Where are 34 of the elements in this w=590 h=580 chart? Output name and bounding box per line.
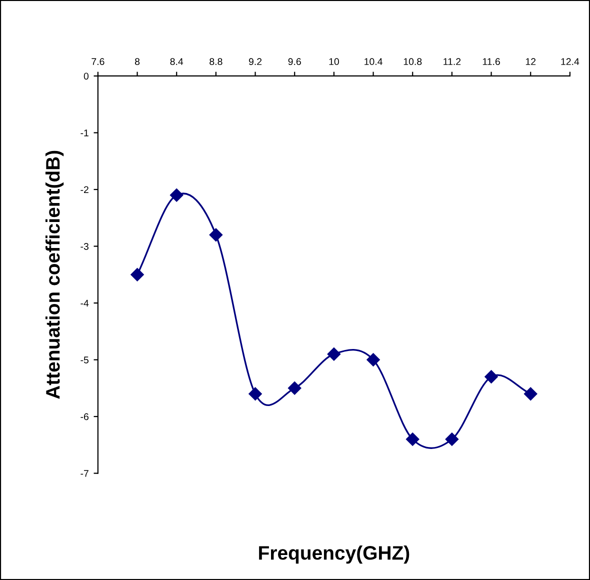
point <box>445 432 459 446</box>
x-tick-label: 10.4 <box>364 58 382 66</box>
x-tick-label: 8 <box>134 58 140 66</box>
x-tick-label: 10.8 <box>404 58 422 66</box>
x-tick-label: 10 <box>329 58 339 66</box>
y-tick-label: -6 <box>80 413 88 420</box>
point <box>209 228 223 242</box>
x-tick-label: 9.2 <box>248 58 262 66</box>
x-tick-label: 7.6 <box>92 58 104 66</box>
x-tick-label: 12.4 <box>561 58 580 65</box>
x-tick-label: 12 <box>526 58 536 65</box>
point <box>406 432 420 446</box>
y-tick-label: -5 <box>80 356 89 364</box>
y-tick-label: -1 <box>80 130 88 136</box>
x-tick-label: 9.6 <box>288 58 301 66</box>
point <box>327 348 341 361</box>
y-tick-label: -2 <box>80 186 88 194</box>
y-tick-label: -4 <box>80 300 89 307</box>
x-tick-label: 11.6 <box>482 58 500 66</box>
point <box>170 188 184 202</box>
point <box>484 370 498 384</box>
point <box>366 353 380 366</box>
x-tick-label: 8.4 <box>170 58 184 66</box>
x-tick-label: 8.8 <box>210 58 222 66</box>
x-axis-title: Frequency(GHZ) <box>259 546 410 564</box>
y-tick-label: -3 <box>80 242 88 250</box>
point <box>130 268 144 282</box>
y-tick-label: -7 <box>80 470 88 477</box>
x-tick-label: 11.2 <box>444 58 461 65</box>
y-tick-label: 0 <box>84 72 89 80</box>
point <box>288 382 302 395</box>
point <box>524 387 538 400</box>
point <box>248 387 262 400</box>
y-axis-title: Attenuation coefficient(dB) <box>45 150 64 399</box>
